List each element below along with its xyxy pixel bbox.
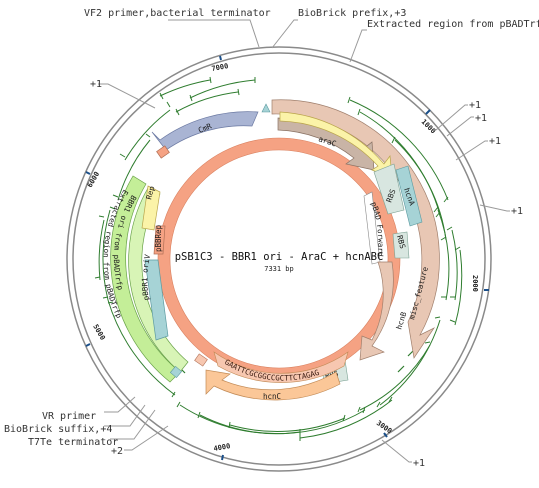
primer-arc-top-1 bbox=[189, 79, 256, 99]
primer-arcs bbox=[98, 79, 463, 439]
outer-ring bbox=[66, 46, 492, 472]
callout-biobrick-suffix: BioBrick suffix,+4 bbox=[4, 424, 112, 435]
callout-t7te-terminator: T7Te terminator bbox=[28, 437, 118, 448]
callout-biobrick-prefix: BioBrick prefix,+3 bbox=[298, 8, 406, 19]
tick-label-2000: 2000 bbox=[471, 275, 479, 292]
tick-mark-7000 bbox=[219, 55, 222, 61]
pbbrep-label: pBBRep bbox=[154, 224, 163, 252]
primer-arc-left-2 bbox=[102, 209, 111, 301]
rbs-2-feature bbox=[392, 231, 410, 259]
primer-arc-top-2 bbox=[175, 91, 239, 113]
leader-plus-right-4 bbox=[479, 204, 510, 212]
callout-vf2-primer: VF2 primer,bacterial terminator bbox=[84, 8, 271, 19]
leader-plus-bottom-right bbox=[381, 439, 412, 463]
hcnc-start-marker bbox=[194, 353, 208, 367]
hcnb-label: hcnB bbox=[394, 310, 408, 330]
inner-ring bbox=[72, 52, 486, 466]
primer-arc-bottom-2 bbox=[199, 409, 366, 435]
rbs-2-label: RBS bbox=[395, 234, 407, 250]
sequence-band bbox=[213, 351, 349, 383]
leader-plus-right-2 bbox=[446, 116, 474, 137]
leader-plus-bottom-left bbox=[124, 425, 169, 451]
rbs-1-feature bbox=[373, 163, 405, 215]
primer-arc-left-4 bbox=[117, 139, 151, 201]
bbr1-ori-region-arrow bbox=[128, 187, 189, 373]
leader-extracted-region bbox=[349, 29, 367, 63]
top-marker bbox=[261, 103, 271, 113]
primer-arc-right-7 bbox=[379, 319, 441, 406]
tick-mark-6000 bbox=[85, 171, 91, 175]
tick-label-4000: 4000 bbox=[213, 442, 231, 453]
plus-label-right-3: +1 bbox=[489, 136, 501, 147]
pbbr1-oriv-label: pBBR1 oriV bbox=[140, 253, 152, 301]
hcnb-feature bbox=[359, 261, 394, 361]
extracted-region-outer-arrow bbox=[110, 175, 181, 383]
leader-biobrick-suffix bbox=[104, 404, 146, 427]
cmr-feature bbox=[151, 111, 259, 151]
cmr-start-marker bbox=[156, 145, 170, 159]
primer-arc-left-5 bbox=[124, 109, 171, 161]
backbone-ring-edge-inner bbox=[169, 149, 389, 369]
plus-label-right-1: +1 bbox=[469, 100, 481, 111]
hcnc-feature bbox=[205, 369, 341, 401]
pbbrep-feature bbox=[153, 225, 166, 255]
hcnc-label: hcnC bbox=[263, 392, 281, 401]
leader-plus-right-3 bbox=[455, 140, 488, 161]
callout-extracted-region: Extracted region from pBADTrfp bbox=[367, 19, 539, 30]
plasmid-length: 7331 bp bbox=[264, 265, 294, 273]
rep-feature bbox=[141, 185, 161, 231]
bottom-left-marker bbox=[169, 365, 183, 379]
hcna-feature bbox=[395, 165, 423, 227]
primer-arc-right-5 bbox=[451, 229, 458, 301]
primer-arc-top-3 bbox=[159, 79, 211, 97]
primer-arc-bottom-4 bbox=[179, 404, 301, 435]
leader-t7te bbox=[110, 409, 156, 440]
leader-vf2-primer bbox=[168, 19, 260, 48]
tick-mark-1000 bbox=[425, 109, 431, 115]
leader-plus-top-left bbox=[98, 83, 156, 109]
primer-arc-bottom-1 bbox=[299, 399, 393, 439]
tick-marks bbox=[85, 55, 489, 461]
tick-mark-5000 bbox=[85, 343, 91, 347]
plasmid-name: pSB1C3 - BBR1 ori - AraC + hcnABC bbox=[175, 251, 384, 263]
primer-arc-right-4 bbox=[437, 209, 450, 301]
plus-label-right-2: +1 bbox=[475, 113, 487, 124]
plus-label-bottom-left: +2 bbox=[111, 446, 123, 457]
tick-mark-3000 bbox=[383, 432, 388, 438]
leader-vr-primer bbox=[104, 396, 136, 413]
plus-label-bottom-right: +1 bbox=[413, 458, 425, 469]
tick-label-5000: 5000 bbox=[91, 323, 106, 342]
primer-arc-right-1 bbox=[349, 99, 449, 201]
plus-label-right-4: +1 bbox=[511, 206, 523, 217]
leader-biobrick-prefix bbox=[271, 19, 298, 49]
primer-arc-right-2 bbox=[359, 111, 441, 216]
callout-vr-primer: VR primer bbox=[42, 411, 96, 422]
primer-arc-right-8 bbox=[359, 344, 431, 411]
primer-arc-ticks bbox=[94, 76, 461, 441]
plus-label-top-left: +1 bbox=[90, 79, 102, 90]
callout-leaders bbox=[98, 19, 510, 463]
tick-label-1000: 1000 bbox=[420, 118, 438, 136]
rep-label: Rep bbox=[144, 185, 156, 201]
primer-arc-left-1 bbox=[107, 299, 176, 396]
primer-arc-bottom-3 bbox=[229, 417, 346, 432]
hcn-operon-outer-arc bbox=[271, 99, 440, 359]
tick-label-7000: 7000 bbox=[211, 62, 229, 73]
leader-plus-right-1 bbox=[435, 104, 468, 131]
primer-arc-right-6 bbox=[454, 249, 463, 326]
pbbr1-oriv-feature bbox=[144, 259, 169, 341]
tick-mark-4000 bbox=[221, 454, 224, 461]
